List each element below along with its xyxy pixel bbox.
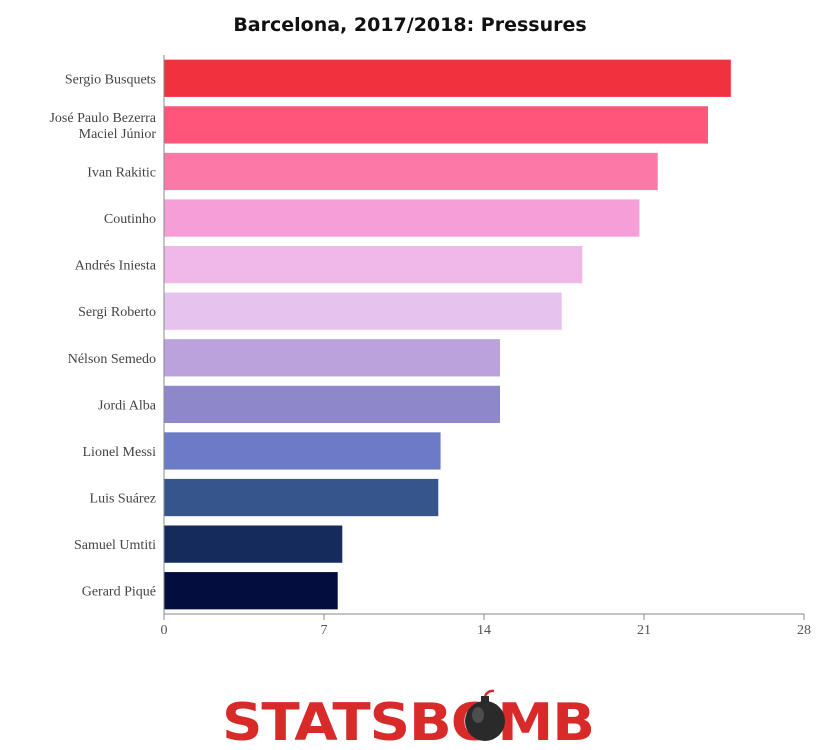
- bars-group: [164, 59, 731, 610]
- statsbomb-logo: STATSBOMB: [222, 689, 595, 748]
- category-label: Andrés Iniesta: [75, 259, 157, 274]
- bar-9: [164, 478, 439, 517]
- x-tick-label: 28: [797, 623, 811, 638]
- bar-4: [164, 245, 583, 284]
- category-label: Lionel Messi: [83, 445, 157, 460]
- category-labels: Sergio Busquets José Paulo Bezerra Maciel …: [49, 72, 156, 599]
- category-label: Luis Suárez: [90, 492, 156, 507]
- x-tick-label: 14: [477, 623, 491, 638]
- bar-10: [164, 525, 343, 563]
- category-label: Jordi Alba: [98, 398, 157, 413]
- x-tick-label: 0: [161, 623, 168, 638]
- category-label: Coutinho: [104, 212, 156, 227]
- bar-11: [164, 572, 338, 610]
- bar-1: [164, 106, 708, 144]
- chart-title: Barcelona, 2017/2018: Pressures: [233, 14, 587, 36]
- bar-3: [164, 199, 640, 237]
- x-axis-ticks: 0 7 14 21 28: [161, 614, 811, 638]
- category-label: Ivan Rakitic: [87, 165, 156, 180]
- category-label: Nélson Semedo: [68, 352, 156, 367]
- bomb-icon: [465, 689, 505, 741]
- category-label: Gerard Piqué: [82, 585, 156, 600]
- x-tick-label: 7: [321, 623, 328, 638]
- bar-7: [164, 385, 500, 424]
- x-tick-label: 21: [637, 623, 651, 638]
- category-label: Samuel Umtiti: [74, 538, 156, 553]
- category-label: José Paulo Bezerra Maciel Júnior: [49, 111, 156, 142]
- bar-8: [164, 432, 441, 470]
- brand-text: STATSBOMB: [222, 693, 594, 748]
- bar-6: [164, 339, 500, 377]
- category-label: Sergio Busquets: [65, 72, 156, 87]
- bar-5: [164, 292, 562, 330]
- bar-0: [164, 59, 731, 97]
- category-label: Sergi Roberto: [78, 305, 156, 320]
- bar-2: [164, 152, 658, 191]
- bar-chart: Sergio Busquets José Paulo Bezerra Maciel …: [49, 55, 811, 638]
